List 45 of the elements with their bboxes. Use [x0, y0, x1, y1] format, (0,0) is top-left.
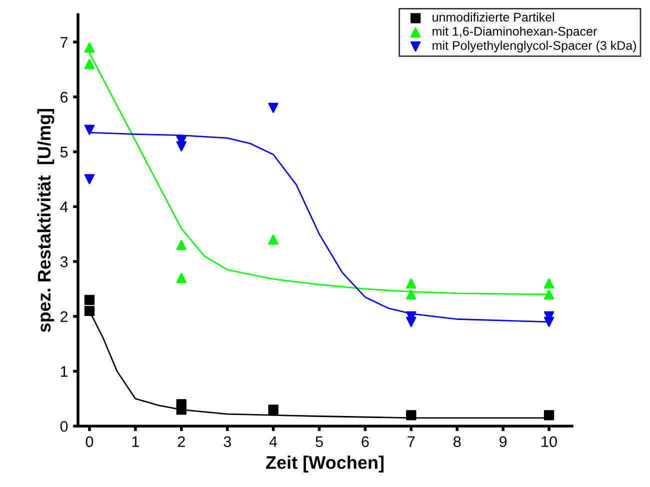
point — [176, 240, 186, 250]
x-tick-label: 4 — [269, 436, 278, 447]
point — [544, 278, 554, 289]
x-tick-label: 1 — [132, 436, 139, 447]
legend-label: unmodifizierte Partikel — [432, 12, 554, 22]
point — [544, 289, 554, 300]
y-tick-label: 3 — [60, 256, 68, 268]
y-tick-label: 0 — [60, 420, 68, 432]
point — [176, 404, 186, 415]
legend-label: mit Polyethylenglycol-Spacer (3 kDa) — [432, 40, 636, 52]
y-tick-label: 1 — [60, 366, 68, 377]
point — [406, 278, 416, 289]
x-tick-label: 6 — [362, 436, 369, 448]
point — [176, 141, 186, 152]
legend-label: mit 1,6-Diaminohexan-Spacer — [432, 26, 597, 38]
point — [544, 410, 554, 420]
point — [544, 316, 554, 327]
y-axis-title: spez. Restaktivität [U/mg] — [37, 109, 54, 332]
point — [406, 410, 416, 420]
point — [406, 316, 416, 327]
x-axis-title: Zeit [Wochen] — [266, 456, 384, 472]
x-tick-label: 0 — [86, 436, 94, 448]
point — [84, 42, 95, 53]
point — [268, 234, 278, 245]
point — [84, 124, 95, 135]
y-tick-label: 7 — [60, 37, 68, 48]
point — [84, 294, 95, 306]
point — [84, 174, 95, 184]
y-tick-label: 2 — [60, 311, 68, 322]
point — [176, 272, 186, 284]
x-tick-label: 8 — [454, 436, 461, 448]
point — [268, 404, 278, 415]
y-tick-label: 4 — [60, 202, 68, 212]
x-tick-label: 7 — [408, 436, 415, 447]
y-tick-label: 5 — [60, 146, 68, 158]
x-tick-label: 10 — [542, 436, 557, 448]
point — [268, 102, 278, 113]
x-tick-label: 5 — [316, 436, 323, 448]
x-tick-label: 3 — [224, 436, 231, 448]
x-tick-label: 2 — [178, 436, 185, 447]
x-tick-label: 9 — [500, 436, 507, 448]
point — [84, 306, 95, 316]
y-tick-label: 6 — [60, 92, 68, 103]
point — [84, 58, 95, 70]
point — [406, 289, 416, 300]
